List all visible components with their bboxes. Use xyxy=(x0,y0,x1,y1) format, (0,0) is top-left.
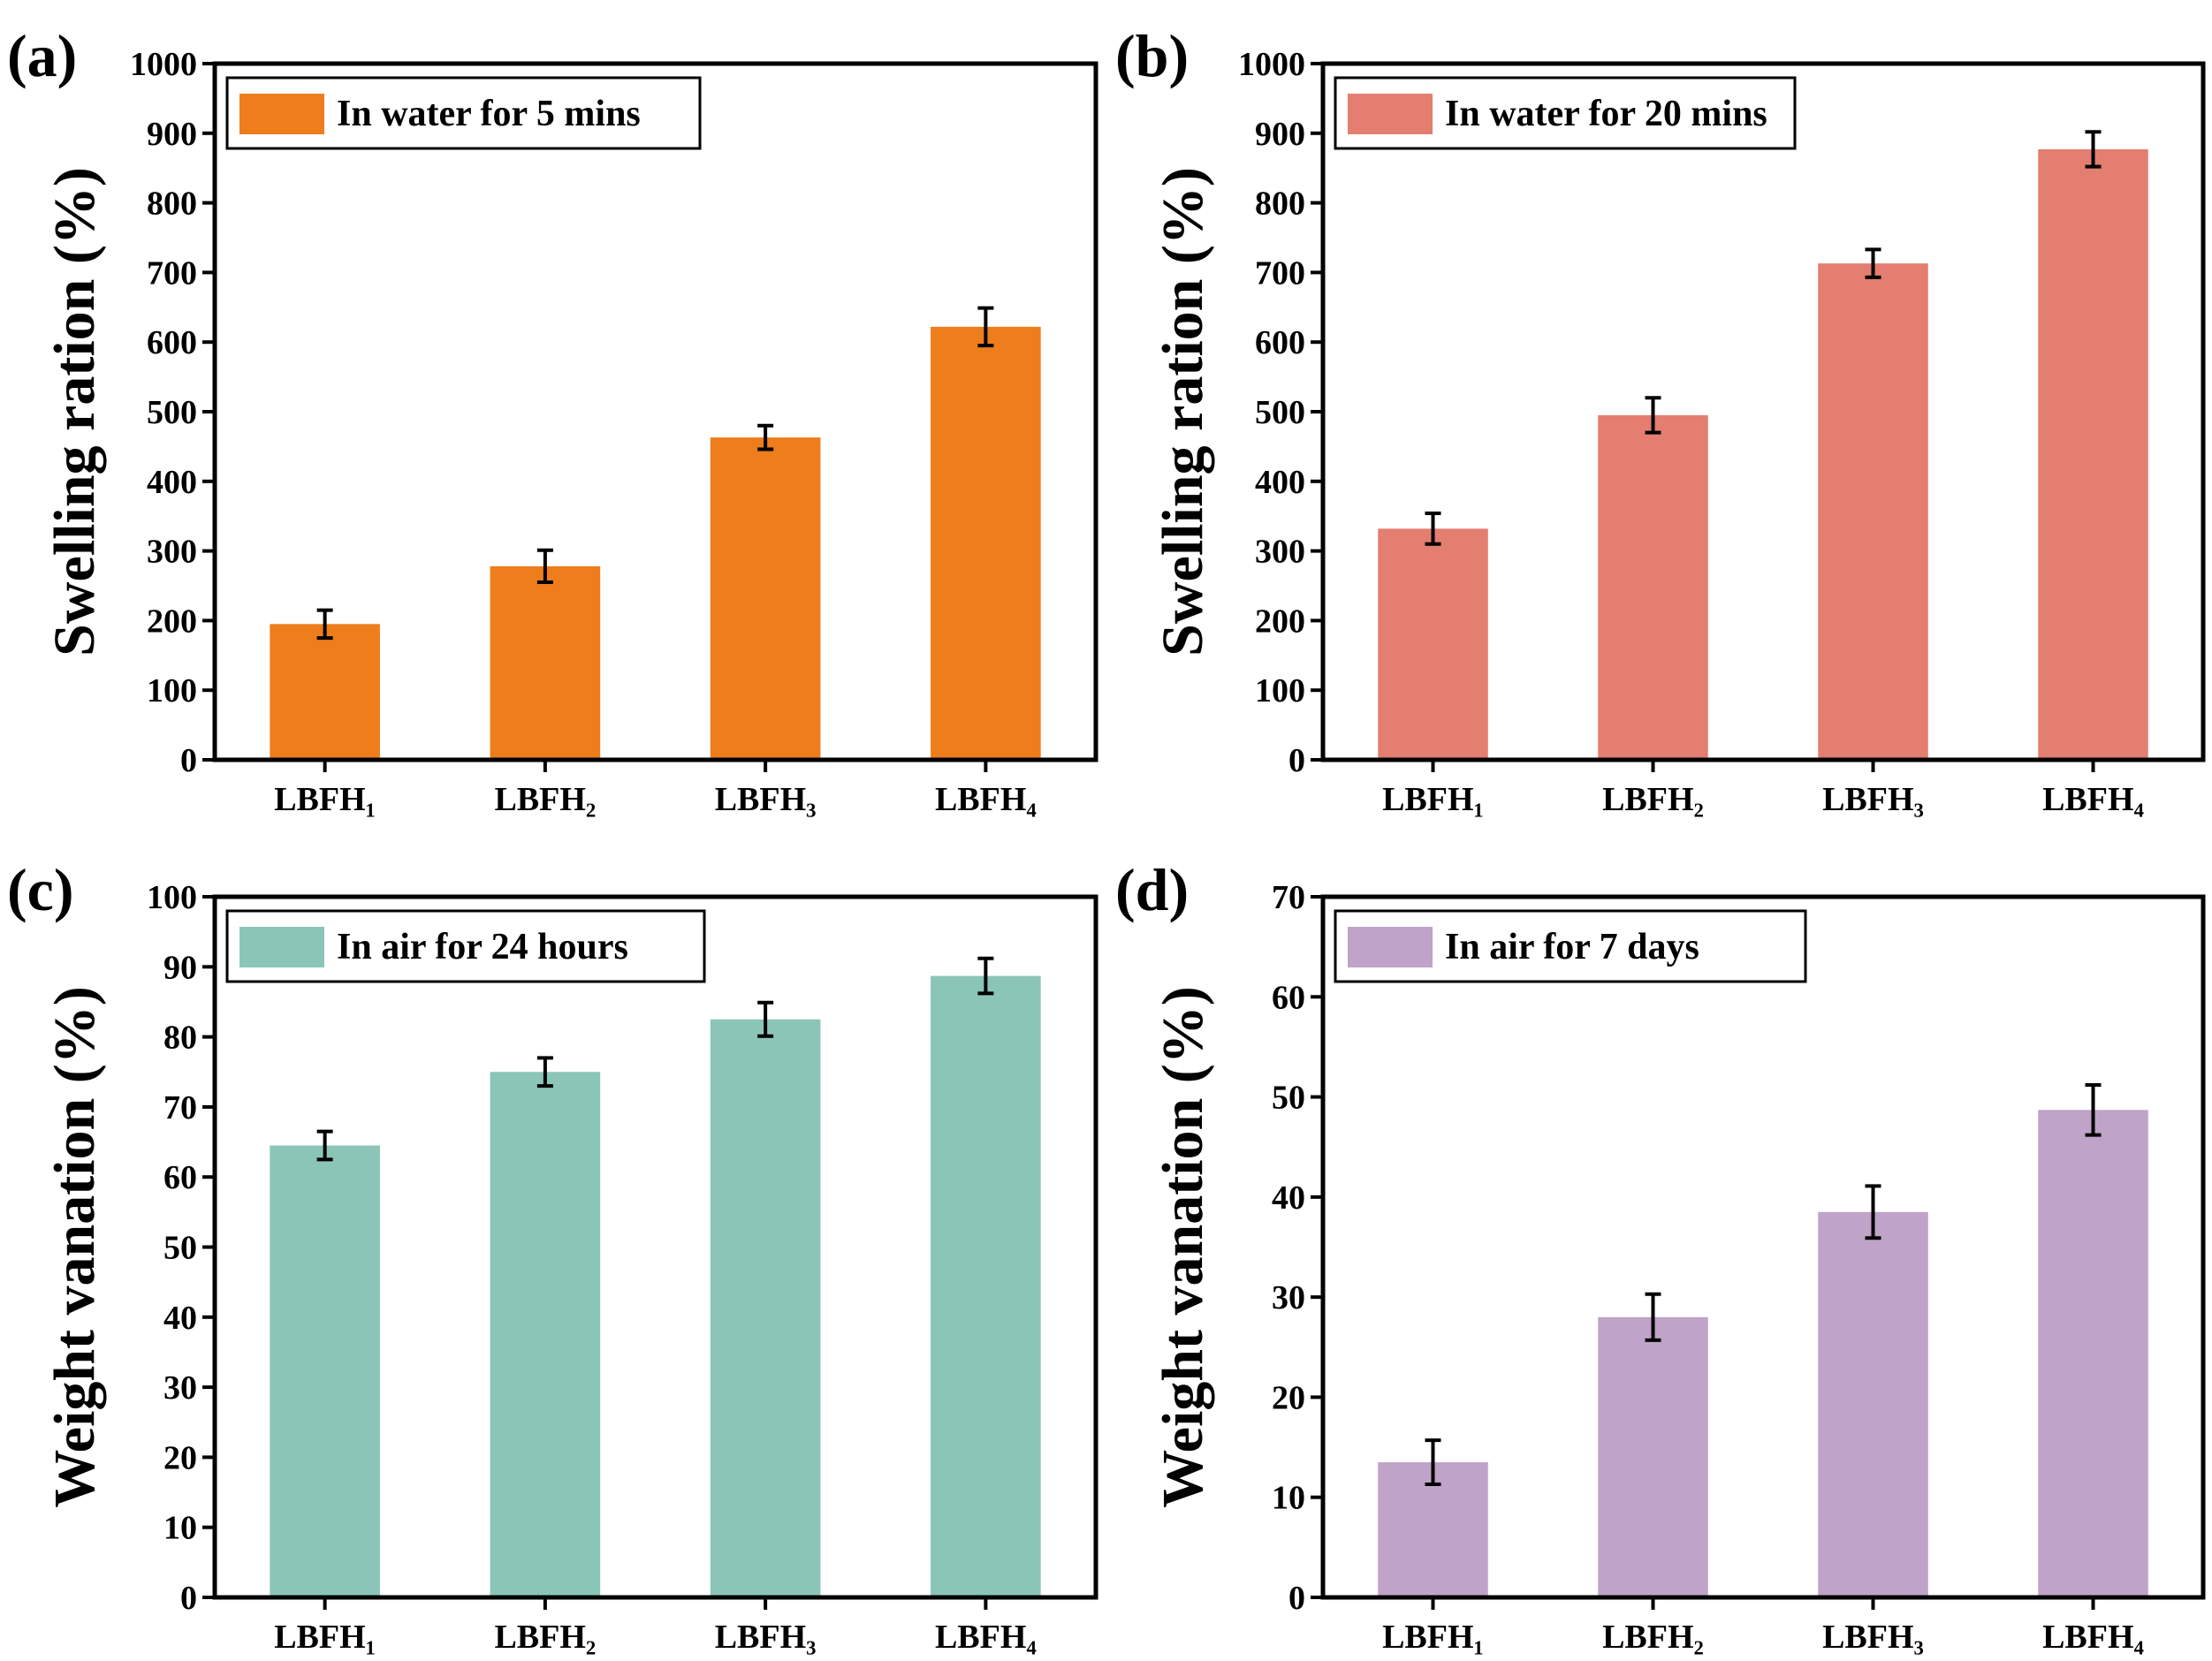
legend-label: In water for 20 mins xyxy=(1445,94,1767,134)
y-tick-label: 500 xyxy=(147,394,197,431)
legend-swatch xyxy=(239,927,324,967)
y-tick-label: 20 xyxy=(1272,1379,1305,1416)
bar-1 xyxy=(270,624,380,760)
y-tick-label: 1000 xyxy=(130,46,197,83)
y-tick-label: 0 xyxy=(180,742,197,779)
legend-swatch xyxy=(1348,927,1433,967)
y-tick-label: 50 xyxy=(163,1230,197,1267)
y-tick-label: 90 xyxy=(163,949,197,986)
y-tick-label: 20 xyxy=(163,1439,197,1476)
legend: In air for 7 days xyxy=(1335,911,1805,982)
y-tick-label: 40 xyxy=(1272,1179,1305,1217)
bar-2 xyxy=(490,1072,601,1597)
y-tick-label: 800 xyxy=(147,186,197,223)
y-tick-label: 200 xyxy=(147,603,197,640)
x-tick-label: LBFH₄ xyxy=(2042,1619,2144,1656)
bar-4 xyxy=(931,976,1041,1597)
y-tick-label: 100 xyxy=(147,879,197,916)
y-tick-label: 10 xyxy=(163,1510,197,1547)
bar-3 xyxy=(711,1020,821,1597)
legend-label: In air for 7 days xyxy=(1445,927,1699,967)
y-tick-label: 60 xyxy=(1272,979,1305,1016)
x-tick-label: LBFH₃ xyxy=(1822,781,1924,818)
legend-label: In water for 5 mins xyxy=(337,94,641,134)
y-tick-label: 30 xyxy=(1272,1279,1305,1316)
y-tick-label: 70 xyxy=(1272,879,1305,916)
bar-2 xyxy=(1598,415,1708,760)
bar-4 xyxy=(931,327,1041,760)
panel-label: (c) xyxy=(7,856,73,923)
y-tick-label: 0 xyxy=(180,1580,197,1617)
y-tick-label: 0 xyxy=(1288,742,1305,779)
figure: (a)LBFH₁ LBFH₂ LBFH₃ LBFH₄01002003004005006… xyxy=(0,0,2212,1661)
x-tick-label: LBFH₁ xyxy=(274,781,376,818)
y-tick-label: 10 xyxy=(1272,1480,1305,1517)
x-tick-label: LBFH₃ xyxy=(1822,1619,1924,1656)
y-tick-label: 40 xyxy=(163,1300,197,1337)
x-tick-label: LBFH₃ xyxy=(715,1619,817,1656)
bar-4 xyxy=(2038,149,2148,760)
y-tick-label: 60 xyxy=(163,1159,197,1196)
y-tick-label: 50 xyxy=(1272,1080,1305,1117)
panel-c: (c) LBFH₁ LBFH₂ LBFH₃ LBFH₄ 0 10 20 30 40 50 60 70 80… xyxy=(7,856,1096,1656)
legend: In water for 5 mins xyxy=(227,78,700,148)
y-axis-label: Swelling ration (%) xyxy=(1151,167,1215,656)
y-tick-label: 500 xyxy=(1255,394,1305,431)
y-tick-label: 200 xyxy=(1255,603,1305,640)
y-tick-label: 700 xyxy=(147,254,197,292)
y-tick-label: 700 xyxy=(1255,254,1305,292)
x-tick-label: LBFH₂ xyxy=(1602,781,1704,818)
y-tick-label: 900 xyxy=(1255,116,1305,153)
x-tick-label: LBFH₃ xyxy=(715,781,817,818)
bar-2 xyxy=(490,566,601,760)
legend-swatch xyxy=(239,94,324,134)
bar-4 xyxy=(2038,1110,2148,1597)
panel-d: (d) LBFH₁ LBFH₂ LBFH₃ LBFH₄ 0 10 20 30 40 50 60 70 We… xyxy=(1115,856,2203,1656)
y-tick-label: 800 xyxy=(1255,186,1305,223)
y-tick-label: 400 xyxy=(147,464,197,501)
bar-3 xyxy=(711,437,821,760)
y-tick-label: 300 xyxy=(147,534,197,571)
y-tick-label: 80 xyxy=(163,1020,197,1057)
bar-2 xyxy=(1598,1317,1708,1597)
bar-1 xyxy=(1378,528,1488,760)
x-tick-label: LBFH₄ xyxy=(2042,781,2144,818)
x-tick-label: LBFH₁ xyxy=(1382,781,1484,818)
y-axis-label: Weight vanation (%) xyxy=(42,986,107,1507)
x-tick-label: LBFH₁ xyxy=(1382,1619,1484,1656)
x-tick-label: LBFH₄ xyxy=(935,1619,1037,1656)
bar-3 xyxy=(1818,263,1928,760)
bar-3 xyxy=(1818,1212,1928,1597)
legend: In water for 20 mins xyxy=(1335,78,1795,148)
bar-1 xyxy=(270,1146,380,1597)
x-tick-label: LBFH₂ xyxy=(494,781,596,818)
panel-label: (a) xyxy=(7,22,77,89)
panel-label: (d) xyxy=(1115,856,1189,923)
y-tick-label: 300 xyxy=(1255,534,1305,571)
panel-label: (b) xyxy=(1115,22,1189,89)
y-tick-label: 1000 xyxy=(1238,46,1305,83)
legend: In air for 24 hours xyxy=(227,911,704,982)
panel-b: (b) LBFH₁ LBFH₂ LBFH₃ LBFH₄ 0 100 200 300 400 500 6… xyxy=(1115,22,2203,818)
y-axis-label: Weight vanation (%) xyxy=(1151,986,1215,1507)
legend-swatch xyxy=(1348,94,1433,134)
y-tick-label: 70 xyxy=(163,1089,197,1126)
legend-label: In air for 24 hours xyxy=(337,927,628,967)
y-tick-label: 400 xyxy=(1255,464,1305,501)
x-tick-label: LBFH₄ xyxy=(935,781,1037,818)
y-tick-label: 600 xyxy=(1255,324,1305,361)
y-tick-label: 30 xyxy=(163,1369,197,1407)
y-tick-label: 0 xyxy=(1288,1580,1305,1617)
x-tick-label: LBFH₂ xyxy=(494,1619,596,1656)
y-tick-label: 100 xyxy=(1255,672,1305,709)
y-tick-label: 600 xyxy=(147,324,197,361)
panel-a: (a) LBFH₁ LBFH₂ LBFH₃ LBFH₄ 0 100 200 300 400 500 6… xyxy=(7,22,1096,818)
y-tick-label: 100 xyxy=(147,672,197,709)
y-axis-label: Swelling ration (%) xyxy=(42,167,107,656)
x-tick-label: LBFH₁ xyxy=(274,1619,376,1656)
y-tick-label: 900 xyxy=(147,116,197,153)
x-tick-label: LBFH₂ xyxy=(1602,1619,1704,1656)
